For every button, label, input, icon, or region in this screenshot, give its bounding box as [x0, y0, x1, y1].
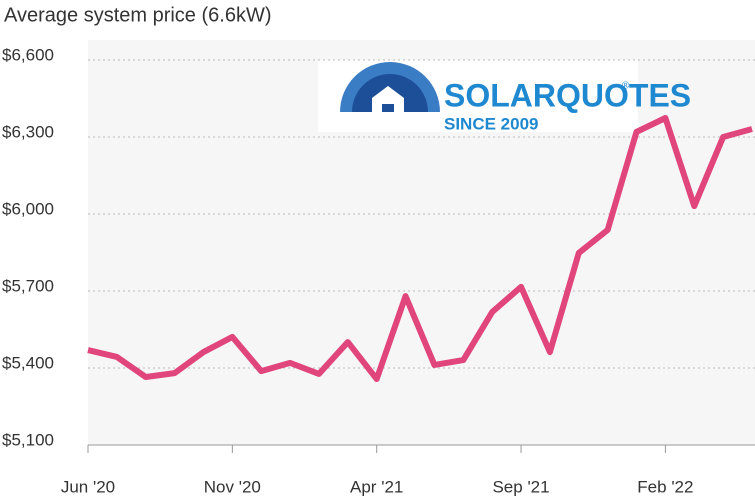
y-tick-label: $5,700	[2, 276, 54, 295]
y-tick-label: $6,000	[2, 199, 54, 218]
logo-house	[372, 86, 404, 112]
y-tick-label: $6,600	[2, 45, 54, 64]
x-tick-label: Sep '21	[492, 477, 549, 496]
x-tick-label: Nov '20	[204, 477, 261, 496]
y-tick-label: $6,300	[2, 122, 54, 141]
chart-title: Average system price (6.6kW)	[4, 4, 272, 26]
x-tick-label: Apr '21	[350, 477, 403, 496]
logo-mark: ®	[622, 81, 630, 92]
logo-tagline: SINCE 2009	[444, 114, 539, 133]
x-tick-label: Jun '20	[61, 477, 115, 496]
y-tick-label: $5,400	[2, 353, 54, 372]
data-line	[87, 115, 753, 383]
logo: SOLARQUOTES ® SINCE 2009	[318, 60, 691, 133]
y-tick-label: $5,100	[2, 430, 54, 449]
x-tick-label: Feb '22	[637, 477, 693, 496]
logo-name: SOLARQUOTES	[444, 77, 691, 113]
